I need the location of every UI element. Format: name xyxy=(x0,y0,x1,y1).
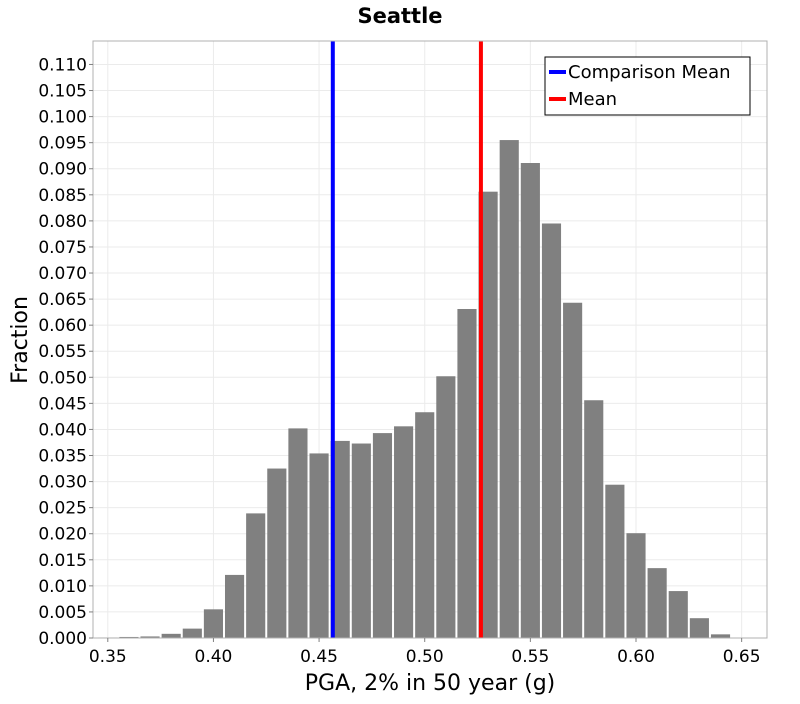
legend-label: Mean xyxy=(568,89,617,110)
y-tick-label: 0.045 xyxy=(38,394,87,414)
histogram-bar xyxy=(330,440,350,638)
histogram-bar xyxy=(161,633,181,638)
y-tick-label: 0.015 xyxy=(38,551,87,571)
histogram-bar xyxy=(626,533,646,638)
histogram-bar xyxy=(563,302,583,638)
y-tick-label: 0.055 xyxy=(38,342,87,362)
histogram-bar xyxy=(457,308,477,638)
y-tick-label: 0.000 xyxy=(38,629,87,649)
histogram-bar xyxy=(372,433,393,638)
y-tick-label: 0.030 xyxy=(38,473,87,493)
histogram-bar xyxy=(267,468,287,638)
y-tick-label: 0.060 xyxy=(38,316,87,336)
x-tick-label: 0.40 xyxy=(195,647,233,667)
y-tick-label: 0.090 xyxy=(38,160,87,180)
chart-title: Seattle xyxy=(357,4,442,28)
legend: Comparison Mean Mean xyxy=(544,56,751,116)
histogram-bar xyxy=(182,628,202,638)
histogram-bar xyxy=(499,140,519,639)
y-tick-label: 0.100 xyxy=(38,108,87,128)
histogram-bar xyxy=(710,634,731,638)
histogram-bar xyxy=(394,426,414,638)
histogram-bar xyxy=(309,453,329,638)
mean-lines xyxy=(330,41,483,638)
histogram-bar xyxy=(584,400,604,638)
histogram-bar xyxy=(647,568,667,638)
histogram-bar xyxy=(605,484,625,638)
histogram-bar xyxy=(203,609,223,638)
y-tick-label: 0.080 xyxy=(38,212,87,232)
y-tick-label: 0.050 xyxy=(38,368,87,388)
histogram-bar xyxy=(668,591,688,638)
y-tick-label: 0.010 xyxy=(38,577,87,597)
x-tick-label: 0.55 xyxy=(511,647,549,667)
x-axis: 0.35 0.40 0.45 0.50 0.55 0.60 0.65 xyxy=(89,638,761,667)
y-tick-label: 0.025 xyxy=(38,499,87,519)
histogram-bar xyxy=(689,618,709,638)
x-tick-label: 0.65 xyxy=(723,647,761,667)
x-tick-label: 0.45 xyxy=(300,647,338,667)
histogram-bar xyxy=(478,191,498,638)
histogram-bar xyxy=(119,636,139,638)
plot-area xyxy=(92,40,768,639)
histogram-bar xyxy=(288,428,308,638)
histogram-bar xyxy=(541,223,562,639)
y-tick-label: 0.085 xyxy=(38,186,87,206)
y-axis-label: Fraction xyxy=(8,296,33,384)
legend-items: Comparison Mean Mean xyxy=(549,62,731,110)
y-tick-label: 0.065 xyxy=(38,290,87,310)
histogram-bar xyxy=(224,574,245,638)
plot-border xyxy=(92,40,768,639)
histogram-bars xyxy=(98,140,731,639)
x-tick-label: 0.35 xyxy=(89,647,127,667)
y-tick-label: 0.075 xyxy=(38,238,87,258)
legend-label: Comparison Mean xyxy=(568,62,731,83)
x-tick-label: 0.50 xyxy=(406,647,444,667)
y-tick-label: 0.040 xyxy=(38,420,87,440)
histogram-bar xyxy=(246,513,266,638)
histogram-bar xyxy=(140,636,160,638)
y-tick-label: 0.020 xyxy=(38,525,87,545)
y-tick-label: 0.005 xyxy=(38,603,87,623)
histogram-bar xyxy=(520,163,540,638)
x-axis-label: PGA, 2% in 50 year (g) xyxy=(305,671,556,696)
histogram-bar xyxy=(436,376,456,638)
y-tick-label: 0.035 xyxy=(38,447,87,467)
x-tick-label: 0.60 xyxy=(617,647,655,667)
y-axis: 0.000 0.005 0.010 0.015 0.020 0.025 0.030 0.035… xyxy=(38,55,93,649)
y-tick-label: 0.110 xyxy=(38,55,87,75)
y-tick-label: 0.095 xyxy=(38,134,87,154)
y-tick-label: 0.105 xyxy=(38,82,87,102)
histogram-bar xyxy=(351,443,371,638)
legend-box xyxy=(544,56,751,116)
y-tick-label: 0.070 xyxy=(38,264,87,284)
histogram-bar xyxy=(415,412,435,638)
